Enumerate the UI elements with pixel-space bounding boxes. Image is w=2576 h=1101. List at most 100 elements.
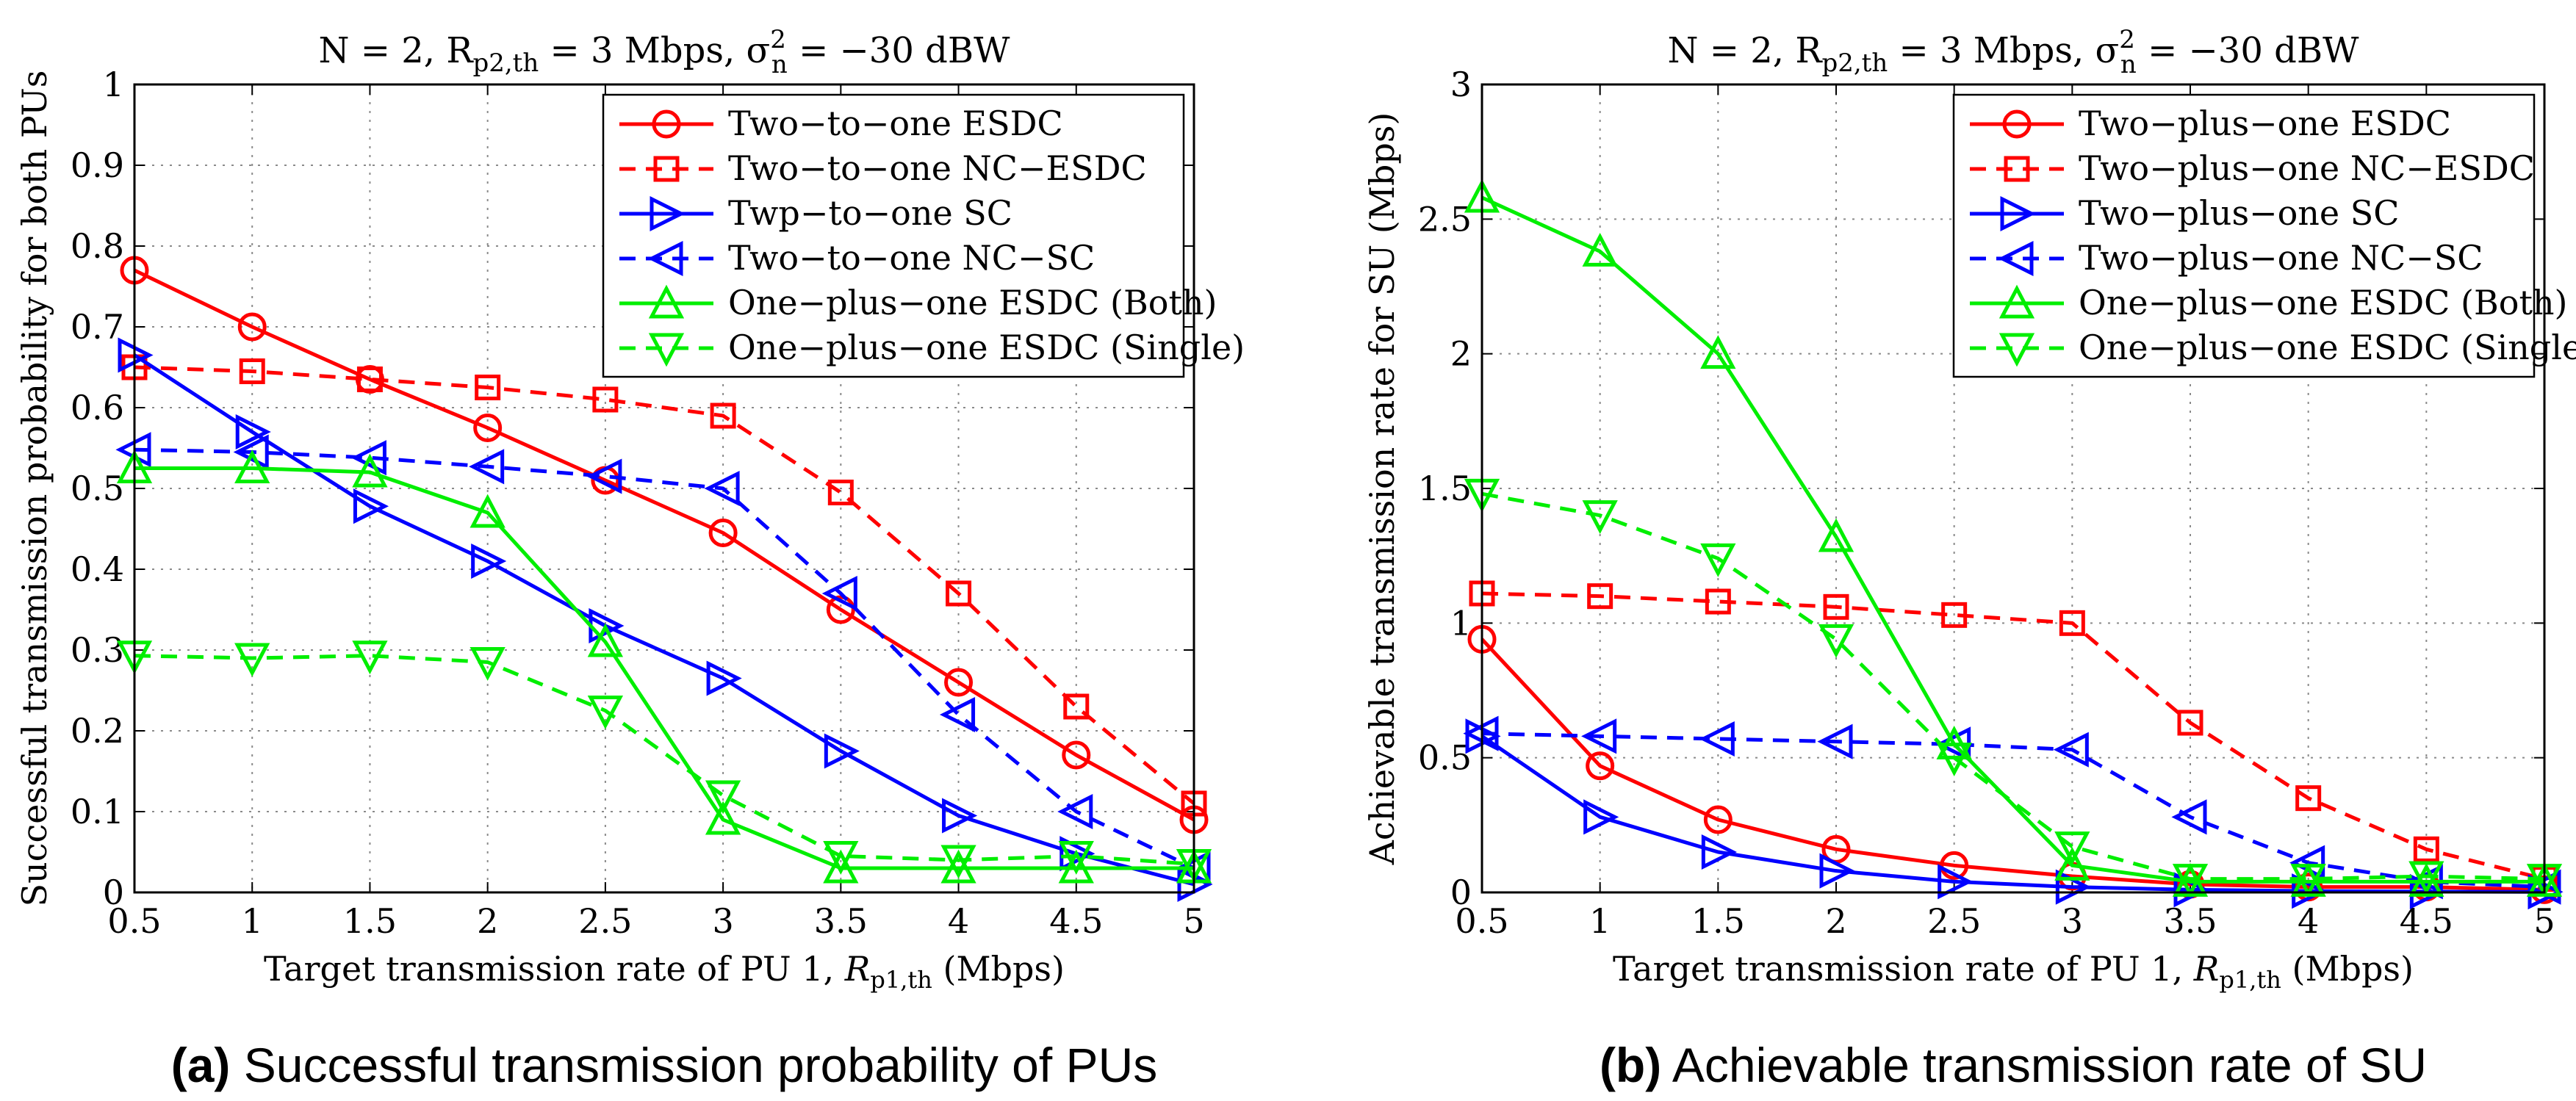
x-tick-label: 2 xyxy=(477,901,498,941)
data-point xyxy=(2408,861,2444,895)
series-2 xyxy=(1469,580,2558,892)
x-tick-label: 0.5 xyxy=(1455,901,1508,941)
x-tick-label: 4.5 xyxy=(2400,901,2453,941)
legend-marker xyxy=(1998,240,2034,277)
data-point xyxy=(1583,799,1619,835)
x-tick-label: 5 xyxy=(2533,901,2555,941)
data-point xyxy=(940,849,976,884)
y-tick-label: 0.5 xyxy=(71,469,124,508)
x-axis-label: Target transmission rate of PU 1, Rp1,th… xyxy=(1613,949,2414,994)
data-point xyxy=(1058,849,1094,884)
data-point xyxy=(356,367,383,392)
legend-marker xyxy=(648,284,685,319)
legend-box xyxy=(602,93,1185,378)
legend-marker xyxy=(647,240,683,277)
data-point xyxy=(821,575,857,612)
legend: Two−plus−one ESDC Two−plus−one NC−ESDC Two… xyxy=(1952,93,2576,378)
data-point xyxy=(1705,588,1731,615)
data-point xyxy=(586,458,622,494)
legend-label: Two−plus−one NC−SC xyxy=(2079,238,2483,278)
series-line xyxy=(134,654,1195,866)
y-tick-label: 2.5 xyxy=(1418,199,1472,239)
data-point xyxy=(1062,740,1091,770)
data-point xyxy=(1587,583,1613,610)
y-tick-label: 0.1 xyxy=(71,792,124,831)
data-point xyxy=(1940,851,1969,880)
x-tick-label: 4 xyxy=(948,901,969,941)
legend-label: One−plus−one ESDC (Single) xyxy=(2079,328,2576,367)
x-tick-label: 2 xyxy=(1825,901,1846,941)
data-point xyxy=(352,640,388,675)
chart-title: N = 2, Rp2,th = 3 Mbps, σ2 n = −30 dBW xyxy=(319,25,1011,79)
legend: Two−to−one ESDC Two−to−one NC−ESDC Twp−to−… xyxy=(602,93,1245,378)
y-tick-label: 2 xyxy=(1450,334,1472,374)
data-point xyxy=(708,519,738,547)
data-point xyxy=(1058,841,1094,875)
legend-marker xyxy=(2000,195,2036,232)
legend-label: Two−to−one NC−ESDC xyxy=(728,148,1147,188)
y-axis-label: Achievable transmission rate for SU (Mbp… xyxy=(1362,112,1402,866)
data-point xyxy=(2059,610,2085,636)
axes-box xyxy=(133,83,1195,894)
chart-title: N = 2, Rp2,th = 3 Mbps, σ2 n = −30 dBW xyxy=(1668,25,2360,79)
data-point xyxy=(827,480,854,505)
series-line xyxy=(134,447,1195,870)
y-tick-label: 1.5 xyxy=(1418,469,1472,508)
data-point xyxy=(939,696,976,733)
y-axis-label: Successful transmission probability for … xyxy=(15,71,54,907)
x-tick-label: 1 xyxy=(1589,901,1611,941)
x-tick-label: 2.5 xyxy=(1927,901,1981,941)
data-point xyxy=(2054,831,2090,866)
legend-label: Two−plus−one ESDC xyxy=(2079,104,2451,143)
data-point xyxy=(1818,518,1854,552)
data-point xyxy=(233,434,269,470)
y-tick-label: 0.5 xyxy=(1418,738,1472,778)
data-point xyxy=(592,386,619,413)
data-point xyxy=(1700,335,1736,369)
data-point xyxy=(473,414,503,442)
data-point xyxy=(944,668,974,697)
data-point xyxy=(234,450,270,483)
y-tick-label: 0.7 xyxy=(71,307,124,347)
data-point xyxy=(239,358,265,384)
data-point xyxy=(352,453,388,488)
y-tick-label: 3 xyxy=(1450,65,1472,104)
y-tick-label: 1 xyxy=(103,65,124,104)
data-point xyxy=(2172,864,2209,898)
series-line xyxy=(1481,591,2545,881)
data-point xyxy=(1703,805,1733,834)
series-line xyxy=(1481,732,2545,889)
legend-marker xyxy=(652,109,681,139)
data-point xyxy=(942,798,978,834)
data-point xyxy=(710,403,736,429)
legend-label: One−plus−one ESDC (Both) xyxy=(2079,283,2568,322)
series-4 xyxy=(115,432,1211,887)
data-point xyxy=(1063,693,1090,720)
data-point xyxy=(469,449,505,485)
x-tick-label: 3 xyxy=(712,901,733,941)
data-point xyxy=(706,660,742,696)
data-point xyxy=(946,580,972,607)
data-point xyxy=(1699,721,1735,757)
data-point xyxy=(705,780,741,815)
x-tick-label: 0.5 xyxy=(107,901,161,941)
data-point xyxy=(2413,836,2439,862)
y-tick-label: 0 xyxy=(1450,873,1472,912)
x-tick-label: 4 xyxy=(2298,901,2319,941)
x-tick-label: 3.5 xyxy=(2163,901,2217,941)
data-point xyxy=(237,312,267,342)
data-point xyxy=(704,470,740,507)
y-tick-label: 0 xyxy=(103,873,124,912)
data-point xyxy=(705,801,741,835)
legend-marker xyxy=(650,195,686,232)
data-point xyxy=(2295,785,2322,812)
chart-b: 0.5 1 1.5 2 2.5 3 3.5 4 4.5 500.511.522.53Two−plu… xyxy=(1362,25,2576,1092)
x-tick-label: 3 xyxy=(2062,901,2083,941)
data-point xyxy=(826,595,855,624)
data-point xyxy=(824,733,860,769)
legend-marker xyxy=(2004,156,2030,182)
y-tick-label: 0.4 xyxy=(71,549,124,589)
axes-box xyxy=(1481,83,2546,894)
data-point xyxy=(469,494,506,528)
